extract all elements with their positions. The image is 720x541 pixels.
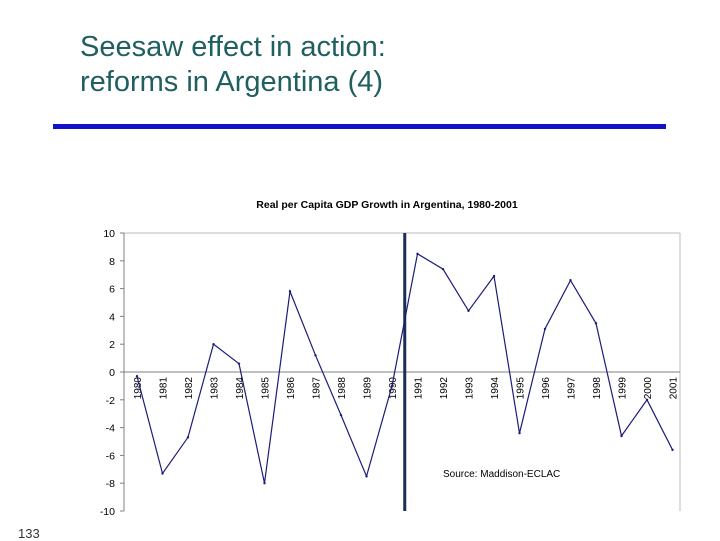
x-tick-label: 1985 [261,377,272,400]
data-point [212,343,214,345]
data-point [467,310,469,312]
x-tick-label: 1999 [618,377,629,400]
data-point [518,432,520,434]
data-point [365,475,367,477]
x-tick-label: 1997 [567,377,578,400]
y-tick-label: 0 [109,367,115,379]
data-point [620,435,622,437]
source-annotation: Source: Maddison-ECLAC [443,469,560,480]
x-tick-label: 1993 [465,377,476,400]
data-point [416,253,418,255]
y-tick-label: -2 [106,395,115,407]
data-point [187,436,189,438]
x-tick-label: 1982 [184,377,195,400]
x-tick-label: 1991 [414,377,425,400]
y-tick-label: -6 [106,450,115,462]
chart-title: Real per Capita GDP Growth in Argentina,… [256,199,518,211]
x-tick-label: 2000 [643,377,654,400]
data-point [340,414,342,416]
y-tick-label: 8 [109,256,115,268]
y-tick-label: -8 [106,478,115,490]
x-tick-label: 1989 [363,377,374,400]
x-tick-label: 1983 [210,377,221,400]
data-point [238,362,240,364]
y-tick-label: -10 [100,506,115,518]
x-tick-label: 1995 [516,377,527,400]
data-point [646,399,648,401]
data-point [314,354,316,356]
data-point [595,322,597,324]
x-tick-label: 1988 [337,377,348,400]
data-point [569,279,571,281]
x-tick-label: 1986 [286,377,297,400]
y-tick-label: 4 [109,311,115,323]
x-tick-label: 1987 [312,377,323,400]
page-number: 133 [18,526,40,541]
data-point [263,482,265,484]
x-tick-label: 1998 [592,377,603,400]
y-tick-label: 10 [103,228,115,240]
data-point [391,385,393,387]
data-point [161,472,163,474]
x-tick-label: 2001 [669,377,680,400]
x-tick-label: 1981 [159,377,170,400]
y-tick-label: 6 [109,284,115,296]
data-point [671,449,673,451]
data-point [544,328,546,330]
data-point [442,268,444,270]
x-tick-label: 1992 [439,377,450,400]
x-tick-label: 1994 [490,377,501,400]
x-tick-label: 1996 [541,377,552,400]
data-point [136,375,138,377]
data-point [289,290,291,292]
data-point [493,275,495,277]
y-tick-label: -4 [106,423,115,435]
y-tick-label: 2 [109,339,115,351]
